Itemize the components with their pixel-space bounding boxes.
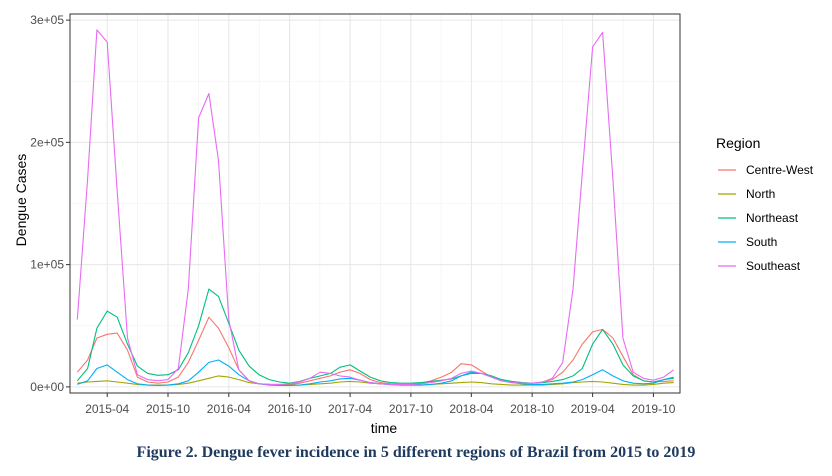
series-line-northeast [76,288,674,384]
x-tick-label: 2016-10 [268,402,312,416]
legend-label-northeast: Northeast [746,211,799,225]
legend-label-north: North [746,187,775,201]
x-tick-label: 2018-10 [510,402,554,416]
series-lines [76,29,675,386]
x-tick-label: 2015-10 [146,402,190,416]
figure-caption: Figure 2. Dengue fever incidence in 5 di… [136,444,696,461]
legend-label-centre-west: Centre-West [746,163,814,177]
x-axis-title: time [371,420,398,436]
legend-label-south: South [746,235,777,249]
y-tick-label: 2e+05 [30,135,64,149]
y-tick-label: 1e+05 [30,258,64,272]
x-axis: 2015-04 2015-10 2016-04 2016-10 2017-04 2017-… [85,393,676,416]
x-tick-label: 2017-04 [328,402,372,416]
plot-panel-border [69,13,681,394]
y-axis-title: Dengue Cases [13,154,29,247]
y-tick-label: 0e+00 [30,380,64,394]
x-tick-label: 2019-04 [571,402,615,416]
x-tick-label: 2015-04 [85,402,129,416]
x-tick-label: 2018-04 [449,402,493,416]
legend-title: Region [716,135,760,151]
series-line-southeast [76,29,675,385]
series-line-centre-west [76,316,674,385]
x-tick-label: 2017-10 [389,402,433,416]
legend: Region Centre-West North Northeast South Sou… [716,135,814,273]
grid [70,14,680,393]
y-axis: 0e+00 1e+05 2e+05 3e+05 [30,13,70,394]
legend-label-southeast: Southeast [746,259,801,273]
x-tick-label: 2016-04 [207,402,251,416]
y-tick-label: 3e+05 [30,13,64,27]
x-tick-label: 2019-10 [631,402,675,416]
